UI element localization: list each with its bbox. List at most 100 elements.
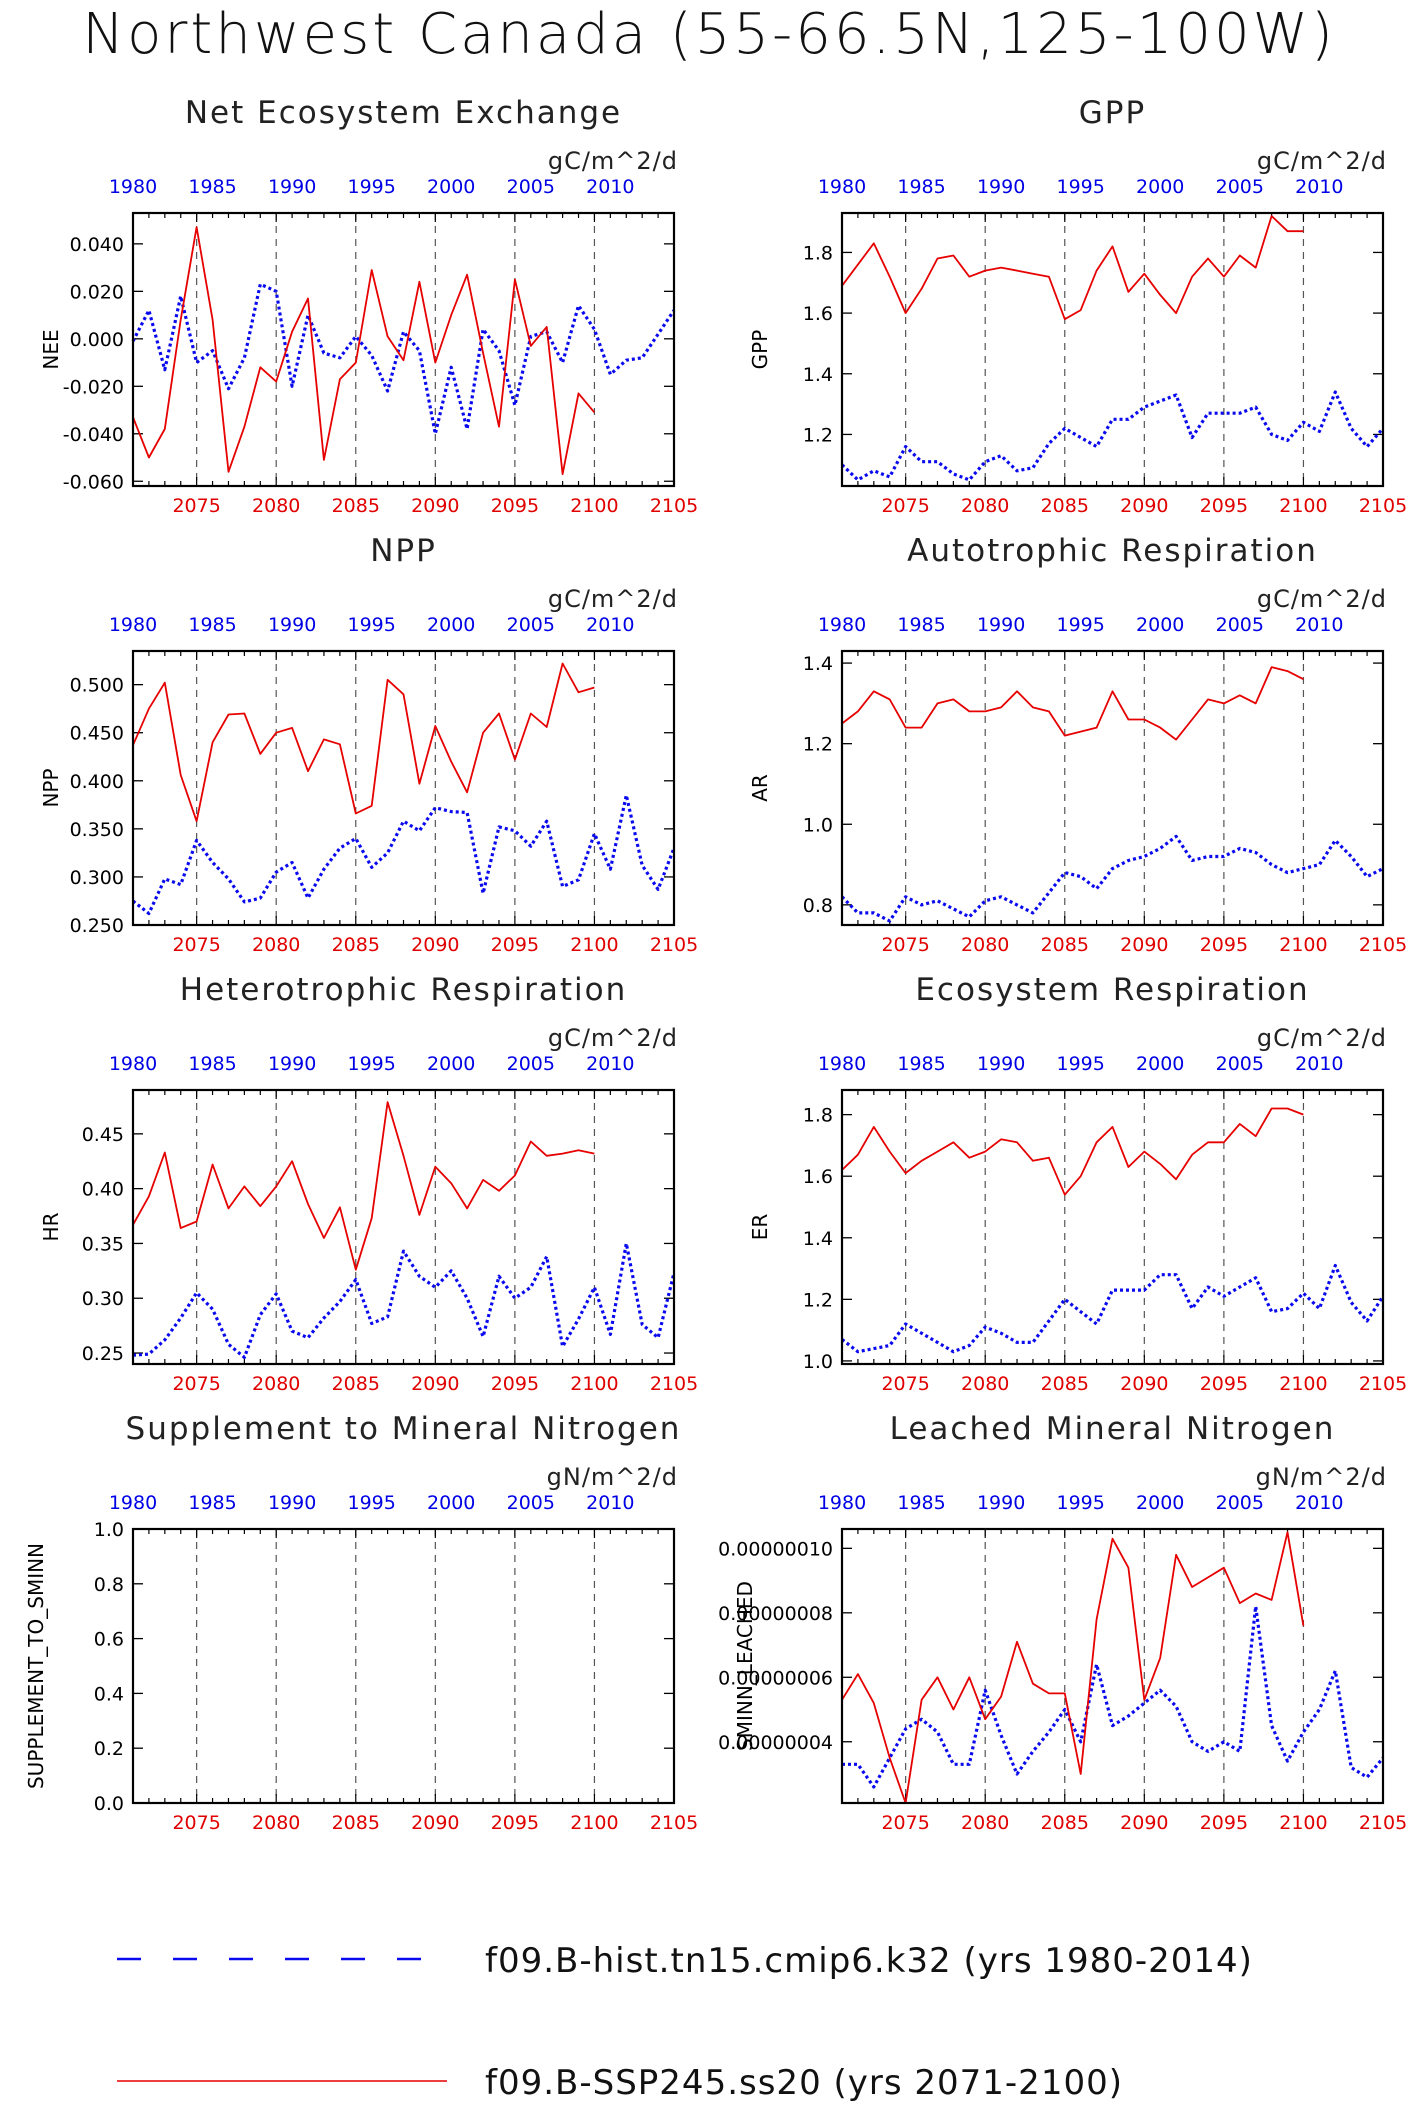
y-axis-label: HR	[39, 1212, 63, 1241]
y-tick-label: 1.0	[803, 814, 833, 836]
y-tick-label: 0.00000006	[718, 1667, 833, 1689]
future-series-line	[132, 1101, 595, 1271]
y-tick-label: 1.4	[803, 364, 833, 386]
bottom-tick-label: 2080	[961, 495, 1009, 517]
bottom-tick-label: 2075	[881, 934, 929, 956]
bottom-tick-label: 2085	[332, 934, 380, 956]
panel-title: Leached Mineral Nitrogen	[890, 1411, 1336, 1447]
top-tick-label: 1980	[109, 1492, 157, 1514]
y-tick-label: 1.2	[803, 1289, 833, 1311]
top-tick-label: 2005	[1216, 176, 1264, 198]
bottom-tick-label: 2075	[172, 495, 220, 517]
y-axis-label: SMINN_LEACHED	[733, 1581, 757, 1751]
bottom-tick-label: 2105	[650, 1812, 698, 1834]
bottom-tick-label: 2105	[1359, 1373, 1407, 1395]
future-series-line	[841, 666, 1304, 741]
bottom-tick-label: 2080	[252, 1812, 300, 1834]
plot-frame	[131, 1088, 676, 1366]
chart-panel: Autotrophic Respiration gC/m^2/d 2075 2080 2…	[748, 533, 1407, 956]
top-tick-label: 1980	[818, 1492, 866, 1514]
top-tick-label: 2005	[1216, 1492, 1264, 1514]
top-tick-label: 2005	[1216, 614, 1264, 636]
top-tick-label: 2010	[586, 1492, 634, 1514]
legend: f09.B-hist.tn15.cmip6.k32 (yrs 1980-2014…	[117, 1941, 1252, 2103]
top-tick-label: 2010	[1295, 1492, 1343, 1514]
future-series-line	[841, 1531, 1305, 1804]
y-tick-label: 0.40	[82, 1179, 124, 1201]
bottom-tick-label: 2085	[332, 1373, 380, 1395]
future-series-line	[132, 662, 595, 823]
bottom-tick-label: 2090	[1120, 1373, 1168, 1395]
bottom-tick-label: 2080	[252, 1373, 300, 1395]
y-tick-label: 0.00000008	[718, 1603, 833, 1625]
top-tick-label: 1990	[977, 1492, 1025, 1514]
y-tick-label: 0.4	[94, 1683, 124, 1705]
bottom-tick-label: 2085	[332, 495, 380, 517]
units-label: gN/m^2/d	[1256, 1463, 1387, 1491]
bottom-tick-label: 2085	[1041, 1373, 1089, 1395]
panel-title: GPP	[1079, 95, 1146, 131]
top-tick-label: 1990	[977, 1053, 1025, 1075]
y-tick-label: 0.350	[70, 819, 124, 841]
top-tick-label: 1995	[347, 614, 395, 636]
chart-panel: Ecosystem Respiration gC/m^2/d 2075 2080 208…	[748, 972, 1407, 1395]
bottom-tick-label: 2090	[1120, 495, 1168, 517]
units-label: gC/m^2/d	[1257, 147, 1387, 175]
y-tick-label: 0.500	[70, 675, 124, 697]
top-tick-label: 2010	[586, 614, 634, 636]
y-tick-label: -0.060	[63, 471, 124, 493]
future-series-line	[841, 215, 1304, 321]
top-tick-label: 2000	[1136, 614, 1184, 636]
bottom-tick-label: 2080	[961, 1373, 1009, 1395]
bottom-tick-label: 2080	[252, 495, 300, 517]
plot-frame	[840, 211, 1385, 488]
top-tick-label: 1990	[268, 1053, 316, 1075]
top-tick-label: 2010	[1295, 176, 1343, 198]
top-tick-label: 1995	[1056, 176, 1104, 198]
panel-title: Supplement to Mineral Nitrogen	[126, 1411, 682, 1447]
bottom-tick-label: 2075	[172, 934, 220, 956]
future-series-line	[841, 1107, 1304, 1196]
bottom-tick-label: 2100	[1279, 1373, 1327, 1395]
bottom-tick-label: 2105	[650, 934, 698, 956]
bottom-tick-label: 2085	[1041, 1812, 1089, 1834]
y-tick-label: 1.8	[803, 1105, 833, 1127]
y-tick-label: 0.450	[70, 723, 124, 745]
plot-frame	[840, 649, 1385, 927]
top-tick-label: 1985	[188, 1053, 236, 1075]
y-axis-label: NEE	[39, 329, 63, 369]
bottom-tick-label: 2095	[491, 495, 539, 517]
top-tick-label: 1985	[188, 1492, 236, 1514]
y-tick-label: 0.45	[82, 1124, 124, 1146]
units-label: gC/m^2/d	[548, 1024, 678, 1052]
chart-panel: Supplement to Mineral NitrogengN/m^2/d20…	[24, 1411, 698, 1834]
bottom-tick-label: 2090	[1120, 1812, 1168, 1834]
y-tick-label: 1.6	[803, 303, 833, 325]
top-tick-label: 1990	[268, 1492, 316, 1514]
plot-frame	[131, 211, 676, 488]
hist-series-line	[841, 1263, 1385, 1354]
hist-series-line	[132, 793, 676, 916]
plot-frame	[840, 1527, 1385, 1805]
bottom-tick-label: 2080	[961, 934, 1009, 956]
y-tick-label: 0.000	[70, 329, 124, 351]
y-tick-label: 1.4	[803, 1228, 833, 1250]
y-tick-label: 0.25	[82, 1343, 124, 1365]
top-tick-label: 1985	[897, 1492, 945, 1514]
y-tick-label: -0.040	[63, 424, 124, 446]
top-tick-label: 2005	[1216, 1053, 1264, 1075]
top-tick-label: 1995	[1056, 1492, 1104, 1514]
top-tick-label: 1995	[1056, 614, 1104, 636]
top-tick-label: 1995	[347, 1492, 395, 1514]
top-tick-label: 1995	[347, 176, 395, 198]
chart-panel: GPP gC/m^2/d 2075 2080 2085 2090 2095 2100 2105 1…	[748, 95, 1407, 517]
top-tick-label: 1985	[188, 614, 236, 636]
bottom-tick-label: 2100	[570, 1373, 618, 1395]
hist-series-line	[842, 1604, 1385, 1789]
bottom-tick-label: 2090	[411, 495, 459, 517]
bottom-tick-label: 2095	[1200, 934, 1248, 956]
bottom-tick-label: 2105	[650, 1373, 698, 1395]
top-tick-label: 1990	[977, 614, 1025, 636]
top-tick-label: 2005	[507, 1053, 555, 1075]
